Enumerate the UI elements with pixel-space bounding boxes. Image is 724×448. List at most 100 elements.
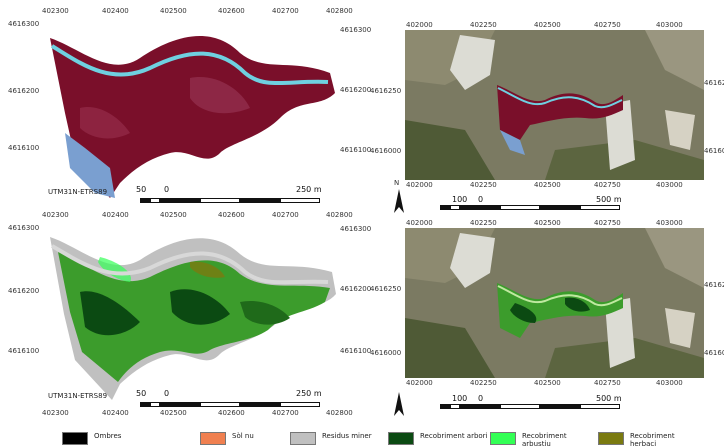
- y-tick: 4616300: [340, 225, 372, 233]
- shrub-cover-area: [98, 257, 131, 282]
- x-tick: 402500: [534, 181, 561, 189]
- aerial-orthophoto: [405, 228, 704, 378]
- y-tick: 4616200: [340, 86, 372, 94]
- x-tick: 402750: [594, 181, 621, 189]
- x-tick: 402400: [102, 211, 129, 219]
- x-tick: 402750: [594, 219, 621, 227]
- x-tick: 402300: [42, 211, 69, 219]
- y-tick: 4616200: [340, 285, 372, 293]
- x-tick: 402800: [326, 211, 353, 219]
- x-tick: 402250: [470, 181, 497, 189]
- y-tick: 4616200: [8, 87, 40, 95]
- x-tick: 402500: [160, 211, 187, 219]
- legend-swatch: [62, 432, 88, 445]
- x-tick: 402600: [218, 7, 245, 15]
- legend-label: Residus miner: [322, 432, 372, 440]
- scale-label: 0: [478, 394, 484, 403]
- x-tick: 402600: [218, 409, 245, 417]
- terrain-patch: [645, 30, 704, 90]
- crs-label: UTM31N-ETRS89: [48, 392, 108, 400]
- road-line: [51, 244, 329, 285]
- tree-cover-area: [240, 300, 290, 325]
- tree-cover-area: [170, 289, 230, 325]
- scale-label: 0: [478, 195, 484, 204]
- x-tick: 402400: [102, 409, 129, 417]
- classified-map-landcover: [50, 237, 336, 400]
- y-tick: 4616100: [8, 347, 40, 355]
- x-tick: 402000: [406, 181, 433, 189]
- legend-label: Ombres: [94, 432, 122, 440]
- x-tick: 402800: [326, 7, 353, 15]
- road-line: [497, 285, 623, 307]
- tree-cover-area: [510, 303, 537, 323]
- legend-label: Sòl nu: [232, 432, 254, 440]
- y-tick: 4616300: [340, 26, 372, 34]
- x-tick: 402500: [534, 21, 561, 29]
- y-tick: 4616250: [370, 285, 402, 293]
- scale-label: 50: [136, 185, 147, 194]
- legend-label: Recobriment arbori: [420, 432, 488, 440]
- x-tick: 402500: [160, 7, 187, 15]
- legend-swatch: [200, 432, 226, 445]
- vegetation-area: [50, 36, 335, 198]
- x-tick: 402000: [406, 379, 433, 387]
- quarry-area: [450, 233, 495, 288]
- road-line: [50, 44, 329, 86]
- x-tick: 403000: [656, 181, 683, 189]
- y-tick: 461625: [704, 281, 724, 289]
- legend-swatch: [290, 432, 316, 445]
- texture-patch: [190, 77, 250, 114]
- residue-area: [500, 130, 525, 155]
- y-tick: 4616100: [340, 146, 372, 154]
- legend-swatch: [598, 432, 624, 445]
- x-tick: 402700: [272, 211, 299, 219]
- y-tick: 461625: [704, 79, 724, 87]
- y-tick: 4616250: [370, 87, 402, 95]
- tree-cover-area: [80, 291, 140, 336]
- crs-label: UTM31N-ETRS89: [48, 188, 108, 196]
- y-tick: 4616300: [8, 224, 40, 232]
- quarry-area: [665, 110, 695, 150]
- scale-label: 500 m: [596, 394, 622, 403]
- scale-label: 0: [164, 185, 170, 194]
- quarry-area: [450, 35, 495, 90]
- y-tick: 4616000: [370, 147, 402, 155]
- legend-label: Recobriment herbaci: [630, 432, 675, 448]
- y-tick: 461600: [704, 349, 724, 357]
- quarry-area: [605, 298, 635, 368]
- north-arrow-icon: [394, 189, 404, 213]
- scale-label: 100: [452, 394, 468, 403]
- residue-area: [65, 133, 115, 198]
- classified-map-infrared: [50, 36, 335, 198]
- x-tick: 402700: [272, 409, 299, 417]
- legend: Ombres Sòl nu Residus miner Recobriment …: [0, 426, 724, 448]
- legend-swatch: [490, 432, 516, 445]
- x-tick: 402500: [534, 219, 561, 227]
- north-arrow-icon: [394, 392, 404, 416]
- scale-bar: [440, 404, 620, 409]
- texture-patch: [80, 107, 130, 139]
- x-tick: 403000: [656, 21, 683, 29]
- north-label: N: [394, 179, 400, 187]
- x-tick: 402250: [470, 219, 497, 227]
- x-tick: 402250: [470, 379, 497, 387]
- road-line: [497, 87, 623, 109]
- terrain-patch: [405, 318, 495, 378]
- terrain-patch: [405, 120, 495, 180]
- y-tick: 4616300: [8, 20, 40, 28]
- x-tick: 402700: [272, 7, 299, 15]
- x-tick: 402000: [406, 21, 433, 29]
- x-tick: 402600: [218, 211, 245, 219]
- x-tick: 403000: [656, 219, 683, 227]
- x-tick: 402500: [160, 409, 187, 417]
- legend-swatch: [388, 432, 414, 445]
- scale-label: 250 m: [296, 185, 322, 194]
- x-tick: 403000: [656, 379, 683, 387]
- y-tick: 461600: [704, 147, 724, 155]
- x-tick: 402500: [534, 379, 561, 387]
- herbaceous-area: [190, 261, 225, 278]
- y-tick: 4616100: [340, 347, 372, 355]
- vegetation-area: [497, 85, 623, 140]
- x-tick: 402000: [406, 219, 433, 227]
- scale-label: 500 m: [596, 195, 622, 204]
